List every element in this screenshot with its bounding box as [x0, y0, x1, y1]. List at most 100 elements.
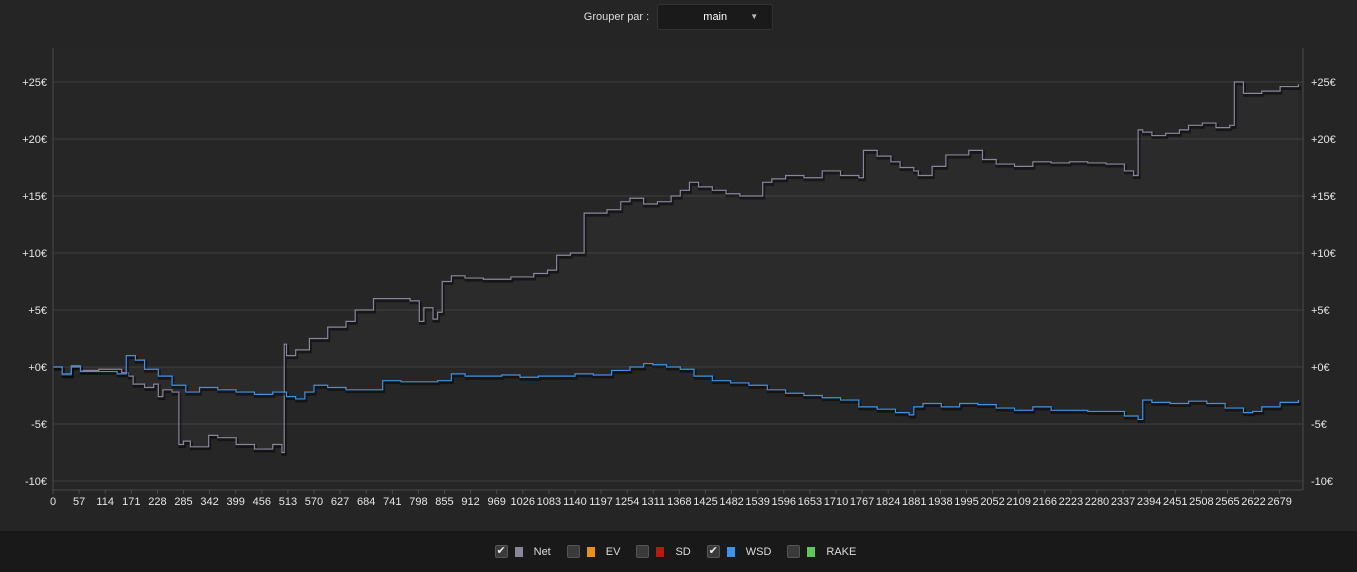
x-tick-label: 171 [122, 496, 140, 508]
x-tick-label: 912 [461, 496, 479, 508]
legend-label-sd: SD [675, 545, 691, 558]
series-layer [52, 81, 1301, 456]
legend-label-ev: EV [605, 545, 621, 558]
wsd-line-shadow [54, 356, 1301, 423]
x-tick-label: 2109 [1006, 496, 1030, 508]
x-tick-label: 399 [227, 496, 245, 508]
x-tick-label: 2223 [1059, 496, 1083, 508]
legend-item-rake[interactable]: RAKE [787, 545, 862, 558]
x-tick-label: 1881 [902, 496, 926, 508]
wsd-checkbox[interactable]: ✔ [706, 545, 720, 558]
x-tick-label: 2052 [980, 496, 1004, 508]
x-tick-label: 1197 [589, 496, 613, 508]
y-tick-label-right: -5€ [1311, 419, 1327, 431]
x-tick-label: 1425 [693, 496, 717, 508]
x-tick-label: 1083 [537, 496, 561, 508]
x-tick-label: 2394 [1137, 496, 1161, 508]
x-tick-label: 1653 [798, 496, 822, 508]
axes: -10€ -10€ -5€ -5€ +0€ +0€ +5€ +5€ +10€ +10€ +15€ +1… [22, 48, 1336, 508]
rake-checkbox[interactable] [787, 545, 801, 558]
x-tick-label: 57 [73, 496, 85, 508]
legend-item-wsd[interactable]: ✔ WSD [706, 545, 778, 558]
net-checkbox[interactable]: ✔ [494, 545, 508, 558]
group-by-bar: Grouper par : main ▼ [0, 0, 1357, 34]
net-swatch [514, 546, 523, 557]
x-tick-label: 1596 [772, 496, 796, 508]
ev-checkbox[interactable] [566, 545, 580, 558]
y-tick-label-right: -10€ [1311, 476, 1333, 488]
x-tick-label: 2280 [1085, 496, 1109, 508]
x-tick-label: 114 [96, 496, 114, 508]
x-tick-label: 741 [383, 496, 401, 508]
x-tick-label: 1254 [615, 496, 639, 508]
y-tick-label-left: +15€ [22, 191, 47, 203]
legend-label-rake: RAKE [826, 545, 857, 558]
x-tick-label: 2166 [1033, 496, 1057, 508]
y-tick-label-left: +20€ [22, 134, 47, 146]
net-line-shadow [54, 82, 1301, 456]
wsd-line [53, 355, 1300, 421]
x-tick-label: 2508 [1189, 496, 1213, 508]
x-tick-label: 1140 [563, 496, 587, 508]
x-tick-label: 1311 [641, 496, 665, 508]
check-icon: ✔ [708, 545, 718, 557]
plot-background [53, 48, 1303, 490]
sd-checkbox[interactable] [636, 545, 650, 558]
y-tick-label-left: -10€ [25, 476, 47, 488]
legend-bar: ✔ Net EV SD ✔ WSD RAKE [0, 531, 1357, 572]
x-tick-label: 1938 [928, 496, 952, 508]
ev-swatch [586, 546, 595, 557]
x-tick-label: 570 [305, 496, 323, 508]
legend-item-ev[interactable]: EV [566, 545, 627, 558]
y-tick-label-right: +10€ [1311, 248, 1336, 260]
x-tick-label: 513 [279, 496, 297, 508]
x-tick-label: 1026 [511, 496, 535, 508]
sd-swatch [656, 546, 665, 557]
x-tick-label: 2622 [1241, 496, 1265, 508]
x-tick-label: 1539 [745, 496, 769, 508]
results-line-chart: -10€ -10€ -5€ -5€ +0€ +0€ +5€ +5€ +10€ +10€ +15€ +1… [22, 48, 1336, 508]
y-tick-label-right: +25€ [1311, 77, 1336, 89]
chevron-down-icon: ▼ [750, 12, 759, 21]
x-tick-label: 798 [409, 496, 427, 508]
x-tick-label: 342 [200, 496, 218, 508]
y-tick-label-left: +0€ [28, 362, 47, 374]
x-tick-label: 285 [174, 496, 192, 508]
y-tick-label-left: +25€ [22, 77, 47, 89]
x-tick-label: 684 [357, 496, 375, 508]
y-tick-label-right: +15€ [1311, 191, 1336, 203]
wsd-swatch [726, 546, 735, 557]
legend-item-sd[interactable]: SD [636, 545, 696, 558]
x-tick-label: 1767 [850, 496, 874, 508]
x-tick-label: 1482 [719, 496, 743, 508]
x-tick-label: 1710 [824, 496, 848, 508]
rake-swatch [807, 546, 816, 557]
group-by-value: main [703, 11, 728, 23]
y-tick-label-right: +5€ [1311, 305, 1330, 317]
y-tick-label-right: +0€ [1311, 362, 1330, 374]
check-icon: ✔ [496, 545, 506, 557]
x-tick-label: 1824 [876, 496, 900, 508]
y-tick-label-left: -5€ [31, 419, 47, 431]
x-tick-label: 2679 [1267, 496, 1291, 508]
legend-item-net[interactable]: ✔ Net [494, 545, 557, 558]
x-tick-label: 456 [253, 496, 271, 508]
y-tick-label-left: +10€ [22, 248, 47, 260]
x-tick-label: 969 [488, 496, 506, 508]
net-area [53, 82, 1299, 453]
x-tick-label: 855 [435, 496, 453, 508]
group-by-label: Grouper par : [583, 11, 650, 23]
x-tick-label: 1368 [667, 496, 691, 508]
x-tick-label: 627 [331, 496, 349, 508]
x-tick-label: 2451 [1163, 496, 1187, 508]
x-tick-label: 1995 [954, 496, 978, 508]
legend-label-wsd: WSD [745, 545, 772, 558]
net-line [53, 81, 1300, 454]
y-tick-label-left: +5€ [28, 305, 47, 317]
x-tick-label: 2337 [1111, 496, 1135, 508]
x-tick-label: 228 [148, 496, 166, 508]
x-tick-label: 2565 [1215, 496, 1239, 508]
x-tick-label: 0 [50, 496, 56, 508]
y-tick-label-right: +20€ [1311, 134, 1336, 146]
group-by-select[interactable]: main ▼ [657, 4, 774, 30]
